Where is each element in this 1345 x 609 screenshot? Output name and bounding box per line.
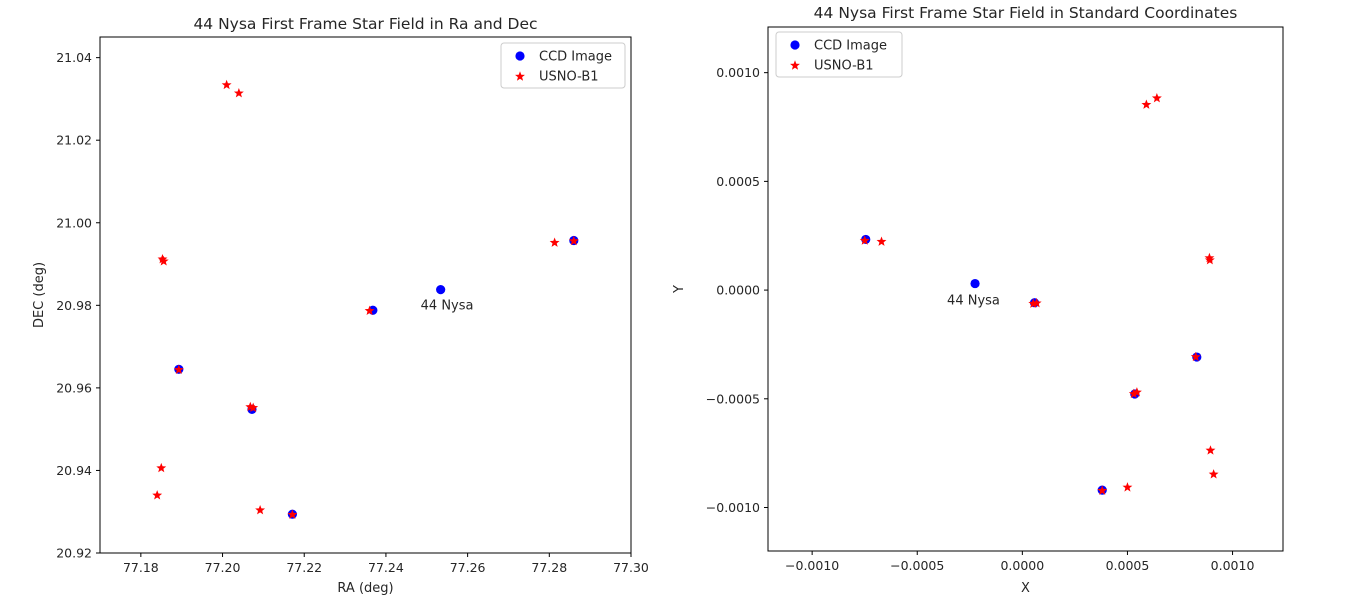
x-tick-label: 77.26 xyxy=(450,560,486,575)
series-usno-b1 xyxy=(152,79,579,519)
y-tick-label: 0.0005 xyxy=(716,174,760,189)
y-axis-label: Y xyxy=(672,285,687,294)
axes-frame xyxy=(767,26,1284,552)
legend-ccd-marker xyxy=(515,51,525,61)
usno-point xyxy=(1131,387,1142,397)
usno-point xyxy=(1128,388,1139,399)
chart-title: 44 Nysa First Frame Star Field in Ra and… xyxy=(193,15,537,33)
usno-point xyxy=(364,305,375,315)
usno-point xyxy=(152,490,163,500)
y-tick-label: −0.0010 xyxy=(706,500,760,515)
usno-point xyxy=(173,364,184,375)
legend-frame xyxy=(775,31,903,78)
ccd-point xyxy=(970,278,980,289)
y-tick-label: 20.94 xyxy=(56,463,92,478)
usno-point xyxy=(221,79,232,90)
y-tick-label: 0.0000 xyxy=(716,283,760,298)
y-tick-label: −0.0005 xyxy=(706,391,760,406)
x-tick-label: −0.0010 xyxy=(785,558,839,573)
series-usno-b1 xyxy=(859,92,1219,495)
usno-point xyxy=(1031,298,1042,308)
x-axis-label: RA (deg) xyxy=(337,581,393,596)
annotation-label: 44 Nysa xyxy=(947,294,1000,309)
x-tick-label: 0.0000 xyxy=(1000,558,1044,573)
legend: CCD Image USNO-B1 xyxy=(500,42,626,89)
x-tick-label: −0.0005 xyxy=(890,558,944,573)
usno-point xyxy=(255,504,266,515)
x-tick-label: 0.0010 xyxy=(1211,558,1255,573)
annotation-label: 44 Nysa xyxy=(421,299,474,314)
usno-point xyxy=(1208,469,1219,479)
usno-point xyxy=(158,256,169,266)
legend-ccd-marker xyxy=(790,40,800,50)
usno-point xyxy=(1141,99,1152,109)
legend-frame xyxy=(500,42,626,89)
y-tick-label: 21.04 xyxy=(56,50,92,65)
legend-entry: USNO-B1 xyxy=(539,70,599,85)
usno-point xyxy=(248,402,259,412)
x-tick-label: 77.20 xyxy=(205,560,241,575)
y-tick-label: 20.98 xyxy=(56,298,92,313)
usno-point xyxy=(156,462,167,473)
usno-point xyxy=(549,237,560,247)
usno-point xyxy=(568,235,579,246)
chart-title: 44 Nysa First Frame Star Field in Standa… xyxy=(814,4,1238,22)
usno-point xyxy=(1190,351,1201,362)
y-tick-label: 20.92 xyxy=(56,546,92,561)
x-tick-label: 77.18 xyxy=(123,560,159,575)
legend: CCD Image USNO-B1 xyxy=(775,31,903,78)
usno-point xyxy=(157,253,168,264)
y-tick-label: 21.02 xyxy=(56,133,92,148)
usno-point xyxy=(1151,92,1162,103)
y-tick-label: 21.00 xyxy=(56,215,92,230)
ccd-point xyxy=(436,285,446,295)
usno-point xyxy=(287,509,298,519)
x-tick-label: 77.30 xyxy=(613,560,649,575)
plot-left: 77.18 77.20 77.22 77.24 77.26 77.28 77.30 20.92… xyxy=(32,15,649,596)
legend-entry: CCD Image xyxy=(814,39,887,54)
y-axis-label: DEC (deg) xyxy=(32,262,47,328)
x-tick-label: 77.24 xyxy=(368,560,404,575)
axes-frame xyxy=(99,36,632,554)
x-tick-label: 77.22 xyxy=(286,560,322,575)
legend-usno-marker xyxy=(515,71,525,81)
usno-point xyxy=(859,235,870,245)
usno-point xyxy=(233,88,244,98)
usno-point xyxy=(876,236,887,246)
usno-point xyxy=(1122,482,1133,492)
legend-entry: CCD Image xyxy=(539,50,612,65)
y-tick-label: 20.96 xyxy=(56,380,92,395)
plot-right: −0.0010 −0.0005 0.0000 0.0005 0.0010 −0.0010 −… xyxy=(672,4,1284,596)
legend-entry: USNO-B1 xyxy=(814,59,874,74)
x-tick-label: 0.0005 xyxy=(1106,558,1150,573)
usno-point xyxy=(1205,445,1216,455)
usno-point xyxy=(1204,254,1215,265)
legend-usno-marker xyxy=(790,60,800,70)
x-axis-label: X xyxy=(1021,581,1030,596)
y-tick-label: 0.0010 xyxy=(716,65,760,80)
usno-point xyxy=(245,401,256,412)
usno-point xyxy=(1097,485,1108,495)
x-tick-label: 77.28 xyxy=(531,560,567,575)
usno-point xyxy=(1028,298,1039,308)
